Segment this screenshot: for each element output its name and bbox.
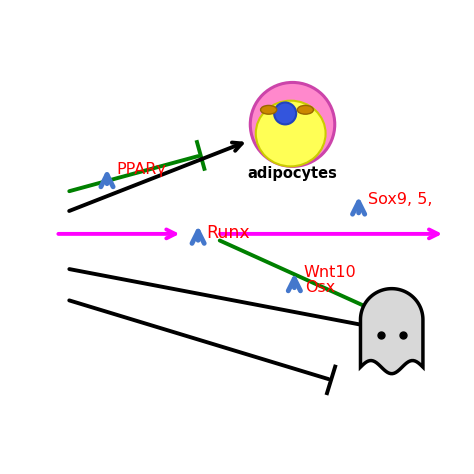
Ellipse shape bbox=[297, 105, 313, 114]
Text: Sox9, 5,: Sox9, 5, bbox=[368, 192, 432, 208]
Polygon shape bbox=[360, 289, 423, 374]
Text: Wnt10: Wnt10 bbox=[303, 264, 356, 280]
Text: Runx: Runx bbox=[206, 224, 250, 242]
Ellipse shape bbox=[250, 82, 335, 166]
Ellipse shape bbox=[261, 105, 277, 114]
Ellipse shape bbox=[256, 100, 326, 166]
Text: adipocytes: adipocytes bbox=[247, 166, 337, 181]
Text: Osx: Osx bbox=[305, 280, 336, 295]
Circle shape bbox=[274, 102, 296, 124]
Text: PPARγ: PPARγ bbox=[116, 162, 166, 177]
